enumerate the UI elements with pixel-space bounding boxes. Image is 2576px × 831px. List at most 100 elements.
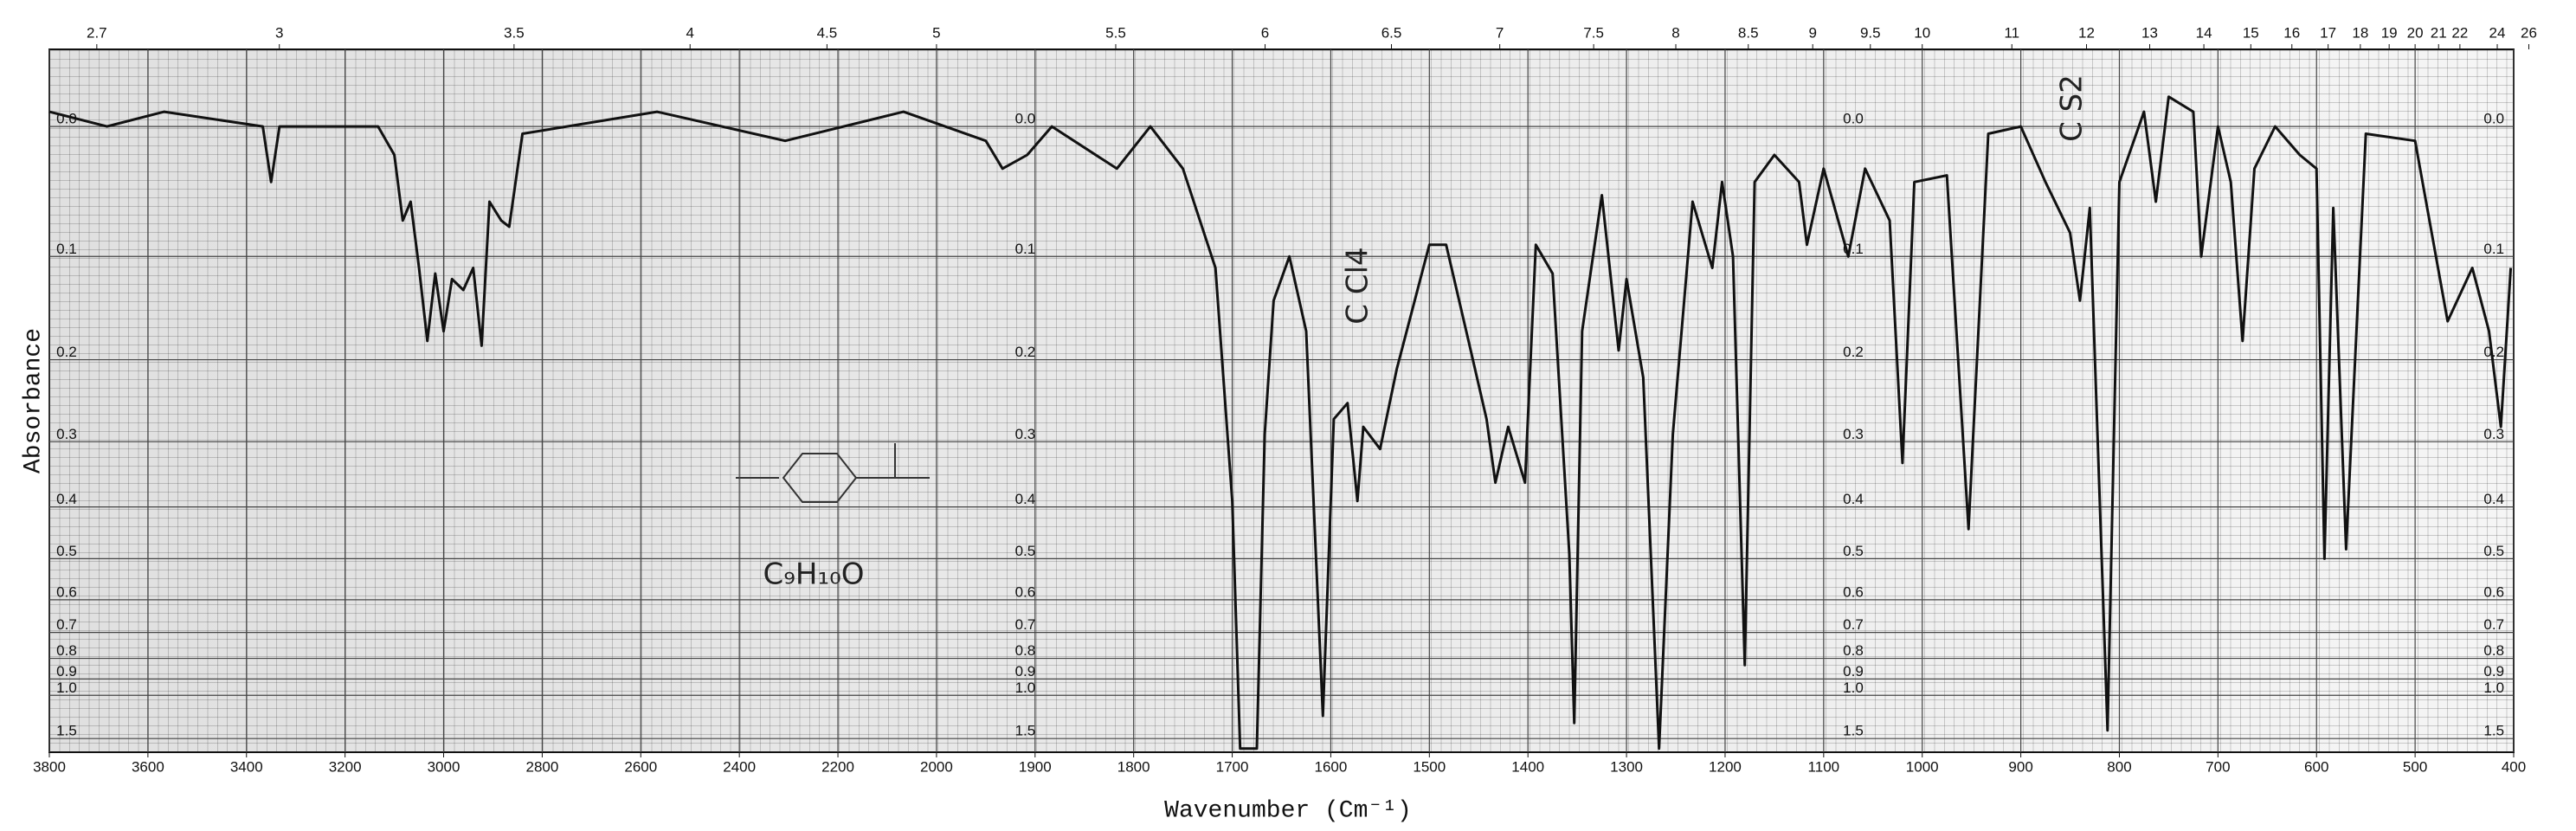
y-tick-label: 0.7 xyxy=(2483,616,2504,633)
y-tick-label: 1.0 xyxy=(56,680,77,696)
x-tick-label: 3400 xyxy=(230,758,263,775)
y-tick-label: 0.9 xyxy=(2483,663,2504,680)
x2-tick-label: 21 xyxy=(2431,24,2447,41)
y-tick-label: 0.8 xyxy=(1015,642,1036,659)
x2-tick-label: 9.5 xyxy=(1860,24,1881,41)
y-tick-label: 0.2 xyxy=(1015,344,1036,360)
chart-paper-grid xyxy=(49,49,2514,752)
y-tick-label: 0.4 xyxy=(1015,491,1036,507)
x-tick-label: 400 xyxy=(2502,758,2526,775)
x-tick-label: 2800 xyxy=(525,758,558,775)
x2-tick-label: 5 xyxy=(932,24,940,41)
spectrum-line xyxy=(48,95,2513,750)
y-tick-label: 0.8 xyxy=(1843,642,1864,659)
y-tick-label: 0.3 xyxy=(1015,426,1036,442)
x2-tick-label: 8.5 xyxy=(1738,24,1759,41)
y-tick-label: 1.0 xyxy=(1015,680,1036,696)
y-axis-label: Absorbance xyxy=(20,328,47,473)
y-tick-label: 0.6 xyxy=(2483,583,2504,600)
y-tick-label: 0.1 xyxy=(56,241,77,257)
y-tick-label: 0.5 xyxy=(1015,543,1036,559)
structure-sketch xyxy=(736,443,930,503)
x2-tick-label: 12 xyxy=(2078,24,2095,41)
x2-tick-label: 15 xyxy=(2243,24,2259,41)
x-tick-label: 3200 xyxy=(329,758,362,775)
x-tick-label: 1700 xyxy=(1216,758,1249,775)
y-tick-label: 0.6 xyxy=(1843,583,1864,600)
x2-tick-label: 4 xyxy=(686,24,693,41)
x-tick-label: 3800 xyxy=(33,758,66,775)
x2-tick-label: 14 xyxy=(2196,24,2212,41)
y-tick-label: 0.2 xyxy=(1843,344,1864,360)
x-tick-label: 500 xyxy=(2403,758,2427,775)
y-tick-label: 0.4 xyxy=(56,491,77,507)
x2-tick-label: 3 xyxy=(275,24,283,41)
x2-tick-label: 19 xyxy=(2381,24,2398,41)
x-tick-label: 900 xyxy=(2008,758,2032,775)
x-tick-label: 700 xyxy=(2206,758,2230,775)
x2-tick-label: 4.5 xyxy=(817,24,838,41)
x2-tick-label: 20 xyxy=(2407,24,2424,41)
x-axis-label: Wavenumber (Cm⁻¹) xyxy=(1164,797,1412,824)
x2-tick-label: 6 xyxy=(1261,24,1269,41)
x2-tick-label: 6.5 xyxy=(1381,24,1402,41)
x2-tick-label: 7.5 xyxy=(1583,24,1604,41)
x-tick-label: 600 xyxy=(2304,758,2328,775)
x-tick-label: 1300 xyxy=(1610,758,1643,775)
plot-frame xyxy=(48,48,2515,753)
x2-tick-label: 10 xyxy=(1914,24,1930,41)
y-tick-label: 0.0 xyxy=(2483,111,2504,127)
y-tick-label: 0.7 xyxy=(1843,616,1864,633)
y-tick-label: 1.5 xyxy=(56,723,77,739)
annotation: C Cl4 xyxy=(1341,247,1375,324)
x-tick-label: 2600 xyxy=(624,758,657,775)
x-tick-label: 1800 xyxy=(1117,758,1150,775)
y-tick-label: 0.4 xyxy=(1843,491,1864,507)
x-tick-label: 1400 xyxy=(1511,758,1544,775)
x2-tick-label: 9 xyxy=(1808,24,1816,41)
y-tick-label: 0.9 xyxy=(1015,663,1036,680)
y-tick-label: 0.0 xyxy=(1015,111,1036,127)
x2-tick-label: 8 xyxy=(1671,24,1679,41)
y-tick-label: 0.9 xyxy=(1843,663,1864,680)
x-tick-label: 1500 xyxy=(1413,758,1446,775)
annotation: C₉H₁₀O xyxy=(763,557,865,592)
x-tick-label: 1600 xyxy=(1315,758,1348,775)
y-tick-label: 1.0 xyxy=(1843,680,1864,696)
y-tick-label: 0.7 xyxy=(56,616,77,633)
x2-tick-label: 22 xyxy=(2451,24,2468,41)
y-tick-label: 0.1 xyxy=(1015,241,1036,257)
x-tick-label: 1200 xyxy=(1709,758,1742,775)
y-tick-label: 0.1 xyxy=(2483,241,2504,257)
y-tick-label: 0.5 xyxy=(2483,543,2504,559)
x2-tick-label: 3.5 xyxy=(504,24,525,41)
x2-tick-label: 2.7 xyxy=(87,24,107,41)
y-tick-label: 1.0 xyxy=(2483,680,2504,696)
x2-tick-label: 17 xyxy=(2320,24,2336,41)
y-tick-label: 0.2 xyxy=(56,344,77,360)
x2-tick-label: 16 xyxy=(2283,24,2300,41)
x-tick-label: 2200 xyxy=(821,758,854,775)
x2-tick-label: 11 xyxy=(2004,24,2019,41)
y-tick-label: 1.5 xyxy=(2483,723,2504,739)
y-tick-label: 0.3 xyxy=(1843,426,1864,442)
y-tick-label: 1.5 xyxy=(1015,723,1036,739)
y-tick-label: 0.5 xyxy=(1843,543,1864,559)
x-tick-label: 1000 xyxy=(1906,758,1939,775)
y-tick-label: 0.3 xyxy=(2483,426,2504,442)
x2-tick-label: 7 xyxy=(1496,24,1504,41)
y-tick-label: 0.5 xyxy=(56,543,77,559)
x2-tick-label: 26 xyxy=(2521,24,2537,41)
y-tick-label: 0.9 xyxy=(56,663,77,680)
x-tick-label: 3000 xyxy=(428,758,460,775)
x2-tick-label: 24 xyxy=(2489,24,2506,41)
y-tick-label: 0.0 xyxy=(1843,111,1864,127)
annotation: C S2 xyxy=(2055,74,2090,142)
x-tick-label: 2000 xyxy=(920,758,953,775)
x-tick-label: 1100 xyxy=(1808,758,1840,775)
y-tick-label: 0.8 xyxy=(2483,642,2504,659)
y-tick-label: 0.8 xyxy=(56,642,77,659)
y-tick-label: 0.2 xyxy=(2483,344,2504,360)
